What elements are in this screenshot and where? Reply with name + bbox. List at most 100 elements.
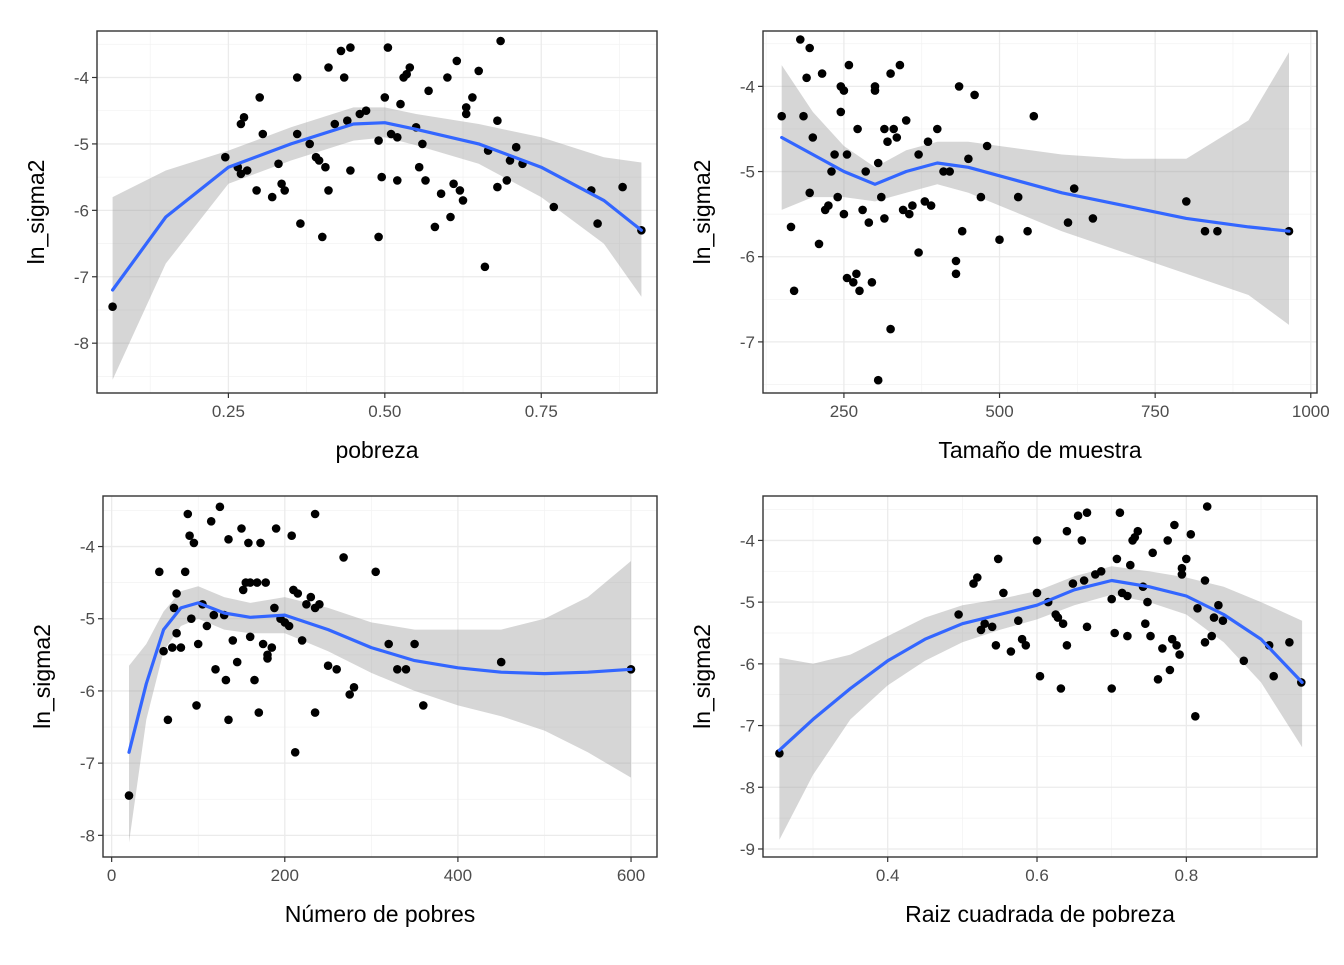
data-point bbox=[393, 176, 402, 185]
data-point bbox=[814, 239, 824, 249]
data-point bbox=[502, 176, 512, 185]
data-point bbox=[827, 167, 836, 176]
y-tick-label: -8 bbox=[740, 778, 755, 797]
confidence-band bbox=[129, 561, 631, 843]
data-point bbox=[824, 201, 833, 210]
data-point bbox=[346, 166, 355, 175]
y-tick-label: -6 bbox=[740, 655, 755, 674]
data-point bbox=[263, 654, 272, 663]
data-point bbox=[1177, 563, 1187, 573]
data-point bbox=[853, 124, 862, 134]
data-point bbox=[873, 158, 883, 168]
data-point bbox=[1158, 644, 1167, 653]
data-point bbox=[1200, 576, 1210, 585]
data-point bbox=[1126, 560, 1135, 570]
x-tick-label: 1000 bbox=[1292, 402, 1330, 421]
data-point bbox=[267, 643, 277, 652]
data-point bbox=[245, 578, 255, 587]
data-point bbox=[1177, 570, 1187, 579]
data-point bbox=[168, 643, 177, 652]
data-point bbox=[1146, 631, 1155, 641]
data-point bbox=[480, 262, 490, 272]
data-point bbox=[314, 156, 324, 165]
data-point bbox=[346, 43, 355, 52]
y-axis-title: ln_sigma2 bbox=[689, 160, 715, 265]
y-tick-label: -5 bbox=[74, 135, 89, 154]
data-point bbox=[905, 209, 914, 219]
data-point bbox=[802, 73, 811, 83]
data-point bbox=[185, 531, 194, 540]
data-point bbox=[384, 639, 394, 649]
data-point bbox=[1063, 218, 1073, 227]
data-point bbox=[864, 218, 874, 227]
data-point bbox=[244, 538, 253, 548]
data-point bbox=[192, 701, 201, 710]
plot-background bbox=[103, 496, 657, 857]
y-tick-label: -5 bbox=[740, 593, 755, 612]
x-tick-label: 750 bbox=[1141, 402, 1169, 421]
data-point bbox=[976, 192, 986, 202]
data-point bbox=[1023, 226, 1032, 236]
data-point bbox=[493, 182, 502, 192]
data-point bbox=[245, 632, 255, 642]
data-point bbox=[292, 73, 302, 82]
data-point bbox=[939, 167, 948, 176]
data-point bbox=[315, 600, 324, 609]
data-point bbox=[1056, 684, 1066, 693]
data-point bbox=[957, 226, 967, 236]
data-point bbox=[1079, 576, 1089, 585]
data-point bbox=[305, 139, 315, 149]
data-point bbox=[1141, 619, 1150, 628]
data-point bbox=[842, 150, 852, 159]
data-point bbox=[287, 531, 297, 540]
data-point bbox=[817, 69, 827, 78]
data-point bbox=[1153, 675, 1163, 684]
data-point bbox=[238, 585, 248, 595]
panel-border bbox=[762, 30, 1318, 394]
data-point bbox=[255, 93, 264, 102]
data-point bbox=[236, 169, 246, 179]
data-point bbox=[452, 56, 462, 66]
data-point bbox=[799, 111, 808, 121]
data-point bbox=[1029, 111, 1039, 121]
data-point bbox=[805, 43, 814, 53]
data-point bbox=[189, 538, 199, 548]
data-point bbox=[280, 186, 290, 195]
data-point bbox=[324, 63, 333, 72]
data-point bbox=[330, 119, 340, 129]
data-point bbox=[964, 154, 973, 164]
data-point bbox=[855, 286, 864, 296]
y-tick-label: -6 bbox=[74, 201, 89, 220]
x-axis-title: Raiz cuadrada de pobreza bbox=[905, 901, 1175, 927]
data-point bbox=[343, 116, 352, 125]
y-tick-label: -4 bbox=[740, 77, 755, 96]
data-point bbox=[349, 683, 359, 692]
data-point bbox=[877, 192, 886, 202]
data-point bbox=[999, 588, 1008, 598]
data-point bbox=[593, 219, 602, 228]
data-point bbox=[987, 622, 997, 632]
data-point bbox=[172, 628, 181, 638]
data-point bbox=[1172, 641, 1181, 650]
data-point bbox=[1165, 665, 1175, 675]
x-tick-label: 0.75 bbox=[525, 402, 558, 421]
x-tick-label: 0 bbox=[107, 866, 116, 885]
data-point bbox=[844, 60, 854, 70]
data-point bbox=[380, 93, 390, 102]
confidence-band bbox=[779, 566, 1303, 840]
x-tick-label: 250 bbox=[830, 402, 858, 421]
data-point bbox=[284, 621, 294, 631]
data-point bbox=[474, 66, 484, 76]
data-point bbox=[306, 592, 316, 602]
data-point bbox=[496, 36, 505, 46]
data-point bbox=[886, 324, 895, 334]
data-point bbox=[461, 109, 471, 119]
panel-4: 0.4 0.6 0.8 -9 -8 -7 -6 -5 -4 Raiz cuadrada de po… bbox=[689, 495, 1318, 927]
data-point bbox=[176, 643, 186, 652]
data-point bbox=[310, 708, 320, 717]
plot-background bbox=[763, 31, 1317, 393]
data-point bbox=[1191, 712, 1200, 721]
data-point bbox=[418, 139, 427, 149]
y-tick-label: -8 bbox=[74, 334, 89, 353]
